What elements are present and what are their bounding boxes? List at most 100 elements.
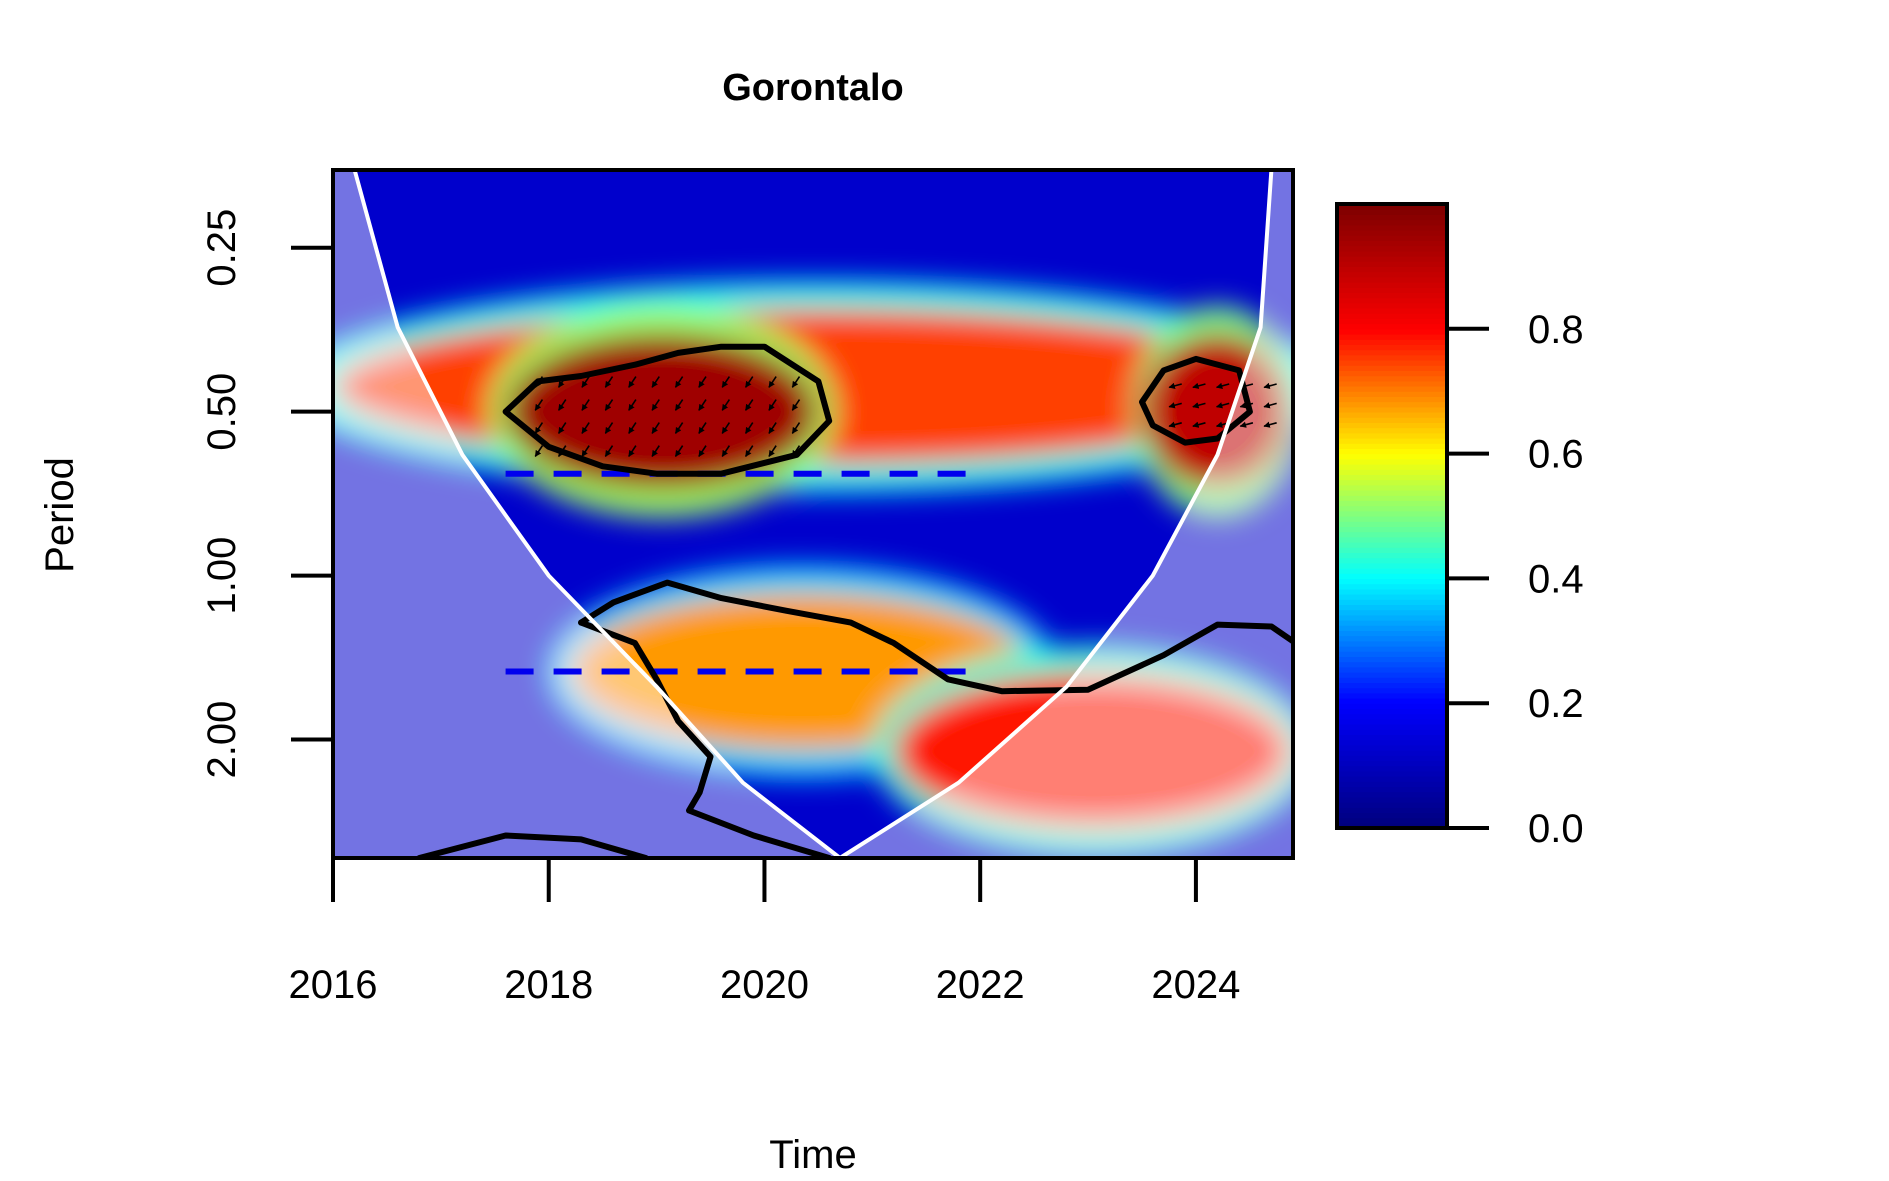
significance-contour-2 xyxy=(578,579,1293,695)
colorbar-step-110 xyxy=(1337,250,1447,257)
colorbar-step-77 xyxy=(1337,422,1447,429)
colorbar-step-48 xyxy=(1337,573,1447,579)
colorbar-step-3 xyxy=(1337,807,1447,813)
chart-title: Gorontalo xyxy=(722,67,904,109)
colorbar-step-112 xyxy=(1337,240,1447,247)
colorbar-step-83 xyxy=(1337,391,1447,397)
colorbar-step-94 xyxy=(1337,334,1447,340)
phase-arrow-a-2-0 xyxy=(581,376,590,388)
colorbar-step-114 xyxy=(1337,230,1447,236)
phase-arrow-b-1-1 xyxy=(1192,402,1206,409)
phase-arrow-a-8-2 xyxy=(721,422,731,434)
cone-of-influence-shading xyxy=(333,170,1293,858)
significance-contour-1 xyxy=(1139,355,1253,446)
phase-arrow-b-2-0 xyxy=(1215,382,1230,389)
x-tick-label-3: 2022 xyxy=(936,963,1025,1007)
phase-arrow-a-10-2 xyxy=(768,422,777,434)
phase-arrow-a-4-2 xyxy=(628,422,637,434)
colorbar-step-69 xyxy=(1337,464,1447,470)
x-axis-label: Time xyxy=(769,1133,856,1177)
phase-arrow-b-4-2 xyxy=(1263,421,1277,428)
colorbar-step-111 xyxy=(1337,245,1447,252)
colorbar-step-62 xyxy=(1337,500,1447,507)
colorbar-step-105 xyxy=(1337,276,1447,283)
colorbar-gradient xyxy=(1337,204,1447,829)
phase-arrow-a-10-3 xyxy=(768,445,777,457)
phase-arrow-a-3-2 xyxy=(604,422,614,434)
colorbar-step-90 xyxy=(1337,354,1447,361)
phase-arrow-b-4-1 xyxy=(1263,402,1277,409)
colorbar-step-85 xyxy=(1337,380,1447,387)
phase-arrow-a-8-0 xyxy=(721,376,731,388)
phase-arrow-b-2-1 xyxy=(1215,402,1230,409)
colorbar-step-20 xyxy=(1337,718,1447,725)
phase-arrow-a-8-1 xyxy=(721,399,731,411)
x-tick-label-4: 2024 xyxy=(1151,963,1240,1007)
colorbar-step-91 xyxy=(1337,349,1447,356)
phase-arrow-a-7-3 xyxy=(698,445,707,457)
x-tick-label-1: 2018 xyxy=(504,963,593,1007)
colorbar-step-67 xyxy=(1337,474,1447,481)
colorbar-step-57 xyxy=(1337,526,1447,533)
colorbar-step-109 xyxy=(1337,256,1447,262)
phase-arrow-a-4-1 xyxy=(628,399,637,411)
colorbar-step-106 xyxy=(1337,271,1447,278)
colorbar-step-12 xyxy=(1337,760,1447,767)
phase-arrow-b-1-2 xyxy=(1192,421,1206,428)
phase-arrow-a-10-0 xyxy=(768,376,777,388)
colorbar-step-76 xyxy=(1337,427,1447,434)
colorbar-step-68 xyxy=(1337,469,1447,475)
y-tick-label-3: 2.00 xyxy=(200,701,244,779)
colorbar-step-96 xyxy=(1337,323,1447,330)
colorbar-tick-label-0: 0.0 xyxy=(1528,807,1584,851)
colorbar-step-88 xyxy=(1337,365,1447,371)
phase-arrow-a-5-2 xyxy=(651,422,660,434)
x-tick-label-2: 2020 xyxy=(720,963,809,1007)
y-tick-label-1: 0.50 xyxy=(200,373,244,451)
colorbar-step-58 xyxy=(1337,521,1447,527)
colorbar: 0.0 0.2 0.4 0.6 0.8 xyxy=(1335,202,1584,851)
colorbar-step-79 xyxy=(1337,412,1447,418)
colorbar-step-61 xyxy=(1337,505,1447,512)
colorbar-step-23 xyxy=(1337,703,1447,709)
colorbar-step-19 xyxy=(1337,724,1447,730)
colorbar-step-31 xyxy=(1337,661,1447,668)
phase-arrow-b-0-0 xyxy=(1168,382,1182,389)
colorbar-step-35 xyxy=(1337,640,1447,647)
phase-arrow-a-7-2 xyxy=(698,422,707,434)
colorbar-step-118 xyxy=(1337,209,1447,215)
colorbar-step-74 xyxy=(1337,438,1447,444)
phase-arrow-a-5-1 xyxy=(651,399,660,411)
colorbar-step-45 xyxy=(1337,588,1447,595)
colorbar-step-28 xyxy=(1337,677,1447,683)
significance-contour-3 xyxy=(578,619,833,858)
phase-arrow-a-6-0 xyxy=(674,376,684,388)
colorbar-step-43 xyxy=(1337,599,1447,605)
colorbar-step-82 xyxy=(1337,396,1447,403)
colorbar-step-95 xyxy=(1337,328,1447,335)
colorbar-tick-label-1: 0.2 xyxy=(1528,682,1584,726)
colorbar-step-49 xyxy=(1337,568,1447,574)
colorbar-step-34 xyxy=(1337,646,1447,652)
colorbar-step-4 xyxy=(1337,802,1447,808)
colorbar-step-27 xyxy=(1337,682,1447,689)
colorbar-step-97 xyxy=(1337,318,1447,325)
colorbar-step-1 xyxy=(1337,817,1447,824)
phase-arrow-a-9-3 xyxy=(744,445,754,457)
phase-arrow-a-3-3 xyxy=(604,445,614,457)
y-tick-label-0: 0.25 xyxy=(200,209,244,287)
phase-arrow-a-7-0 xyxy=(698,376,707,388)
significance-contour-4 xyxy=(416,832,649,858)
colorbar-step-46 xyxy=(1337,583,1447,590)
colorbar-step-119 xyxy=(1337,204,1447,210)
phase-arrow-a-6-1 xyxy=(674,399,684,411)
colorbar-step-51 xyxy=(1337,557,1447,564)
phase-arrow-a-0-2 xyxy=(534,422,544,434)
phase-arrow-a-10-1 xyxy=(768,399,777,411)
colorbar-step-2 xyxy=(1337,812,1447,819)
colorbar-step-14 xyxy=(1337,750,1447,756)
colorbar-step-71 xyxy=(1337,453,1447,460)
colorbar-tick-label-3: 0.6 xyxy=(1528,433,1584,477)
colorbar-step-16 xyxy=(1337,739,1447,746)
phase-arrow-a-1-1 xyxy=(557,399,567,411)
